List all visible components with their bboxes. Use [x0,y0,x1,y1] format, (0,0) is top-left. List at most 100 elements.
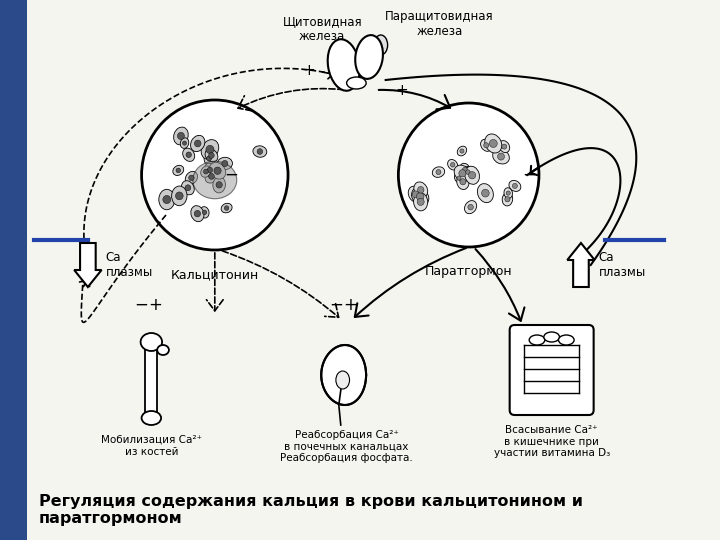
Polygon shape [74,243,102,287]
Ellipse shape [221,203,232,213]
Ellipse shape [485,134,502,153]
Ellipse shape [213,177,225,193]
Text: +: + [343,296,358,314]
Ellipse shape [529,335,545,345]
Ellipse shape [559,335,574,345]
Circle shape [257,148,263,154]
Bar [0,0,27,540]
Ellipse shape [492,149,509,164]
Ellipse shape [205,170,218,183]
Text: Кальцитонин: Кальцитонин [171,268,259,281]
Circle shape [207,167,212,173]
Circle shape [186,152,192,158]
Ellipse shape [499,140,510,153]
Circle shape [163,195,171,204]
Ellipse shape [448,159,458,170]
Ellipse shape [504,188,513,198]
Circle shape [417,198,424,205]
Ellipse shape [432,167,445,177]
Circle shape [416,193,424,200]
Circle shape [177,132,184,139]
Ellipse shape [191,136,205,152]
Text: Паратгормон: Паратгормон [425,265,513,278]
Circle shape [466,170,470,174]
Circle shape [222,160,228,167]
Ellipse shape [355,35,383,79]
Circle shape [207,156,212,161]
Text: +: + [148,296,162,314]
Circle shape [460,149,464,153]
Ellipse shape [414,182,428,198]
Text: +: + [395,83,408,98]
FancyBboxPatch shape [510,325,594,415]
Circle shape [142,100,288,250]
Ellipse shape [183,148,194,161]
Text: −: − [225,166,238,184]
Ellipse shape [204,152,215,165]
Polygon shape [321,345,366,405]
Circle shape [436,170,441,174]
Text: Регуляция содержания кальция в крови кальцитонином и
паратгормоном: Регуляция содержания кальция в крови кал… [39,494,583,526]
Circle shape [484,143,489,148]
Circle shape [214,167,221,174]
Ellipse shape [140,333,162,351]
Ellipse shape [201,166,211,177]
Polygon shape [567,243,595,287]
Ellipse shape [200,207,209,218]
Circle shape [194,140,201,147]
Ellipse shape [457,146,467,156]
Ellipse shape [412,188,429,206]
Ellipse shape [174,127,188,145]
Circle shape [505,197,510,202]
Ellipse shape [346,77,366,89]
Ellipse shape [328,39,360,91]
Circle shape [457,176,461,180]
Circle shape [469,172,476,179]
Ellipse shape [413,193,428,211]
Circle shape [418,186,424,193]
Ellipse shape [544,332,559,342]
Ellipse shape [185,171,197,184]
Circle shape [202,210,207,214]
Ellipse shape [173,165,184,176]
Circle shape [451,163,455,167]
Ellipse shape [336,371,349,389]
Circle shape [462,167,467,173]
Circle shape [225,206,229,211]
Text: −: − [523,166,536,184]
Ellipse shape [159,190,175,210]
Circle shape [176,168,181,173]
Ellipse shape [142,411,161,425]
Circle shape [209,173,215,179]
Ellipse shape [201,140,219,159]
Circle shape [459,170,466,177]
Ellipse shape [180,138,189,148]
Circle shape [506,191,510,195]
Ellipse shape [464,166,472,178]
Text: Мобилизация Са²⁺
из костей: Мобилизация Са²⁺ из костей [101,435,202,457]
Ellipse shape [204,163,215,177]
Circle shape [176,192,183,200]
Ellipse shape [477,184,493,202]
Text: Реабсорбация Са²⁺
в почечных канальцах
Реабсорбация фосфата.: Реабсорбация Са²⁺ в почечных канальцах Р… [280,430,413,463]
Ellipse shape [191,206,204,221]
Circle shape [490,139,498,147]
Ellipse shape [464,200,477,214]
Text: Са
плазмы: Са плазмы [105,251,153,279]
Ellipse shape [454,173,464,183]
Text: −: − [134,296,148,314]
Ellipse shape [205,149,218,162]
Text: Са
плазмы: Са плазмы [598,251,646,279]
Ellipse shape [217,157,233,170]
Circle shape [182,141,186,145]
Ellipse shape [193,161,237,199]
Text: +: + [302,63,315,78]
Ellipse shape [454,165,471,181]
Ellipse shape [157,345,169,355]
Circle shape [209,153,215,158]
Ellipse shape [374,35,387,55]
Ellipse shape [464,166,480,184]
Text: Всасывание Са²⁺
в кишечнике при
участии витамина D₃: Всасывание Са²⁺ в кишечнике при участии … [493,425,610,458]
Circle shape [194,211,201,217]
Circle shape [468,204,473,210]
